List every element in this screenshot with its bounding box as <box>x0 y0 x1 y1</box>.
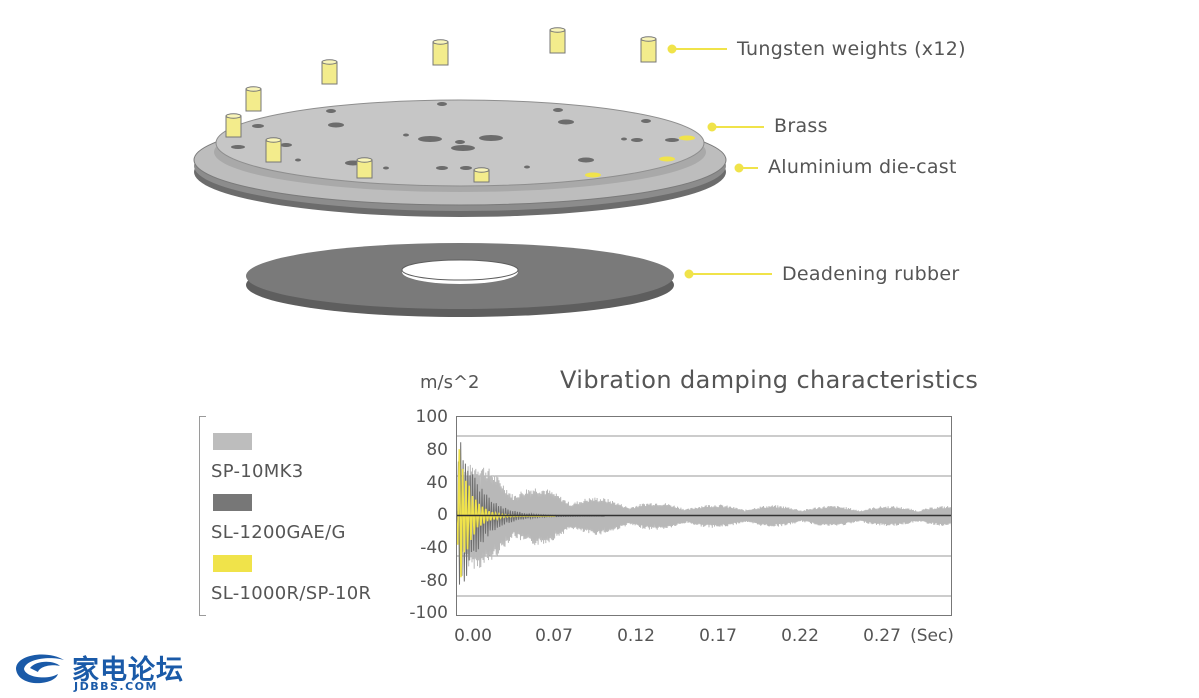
x-tick-label: 0.17 <box>699 626 737 646</box>
legend-label-sl1200gae: SL-1200GAE/G <box>211 522 346 543</box>
callout-tungsten-weights: Tungsten weights (x12) <box>737 38 966 60</box>
y-tick-label: 80 <box>426 440 448 460</box>
legend-bracket <box>199 416 206 616</box>
chart-title: Vibration damping characteristics <box>560 366 979 394</box>
plot-border <box>456 416 952 616</box>
x-tick-label: 0.00 <box>454 626 492 646</box>
weight-cylinder <box>549 27 566 54</box>
y-tick-label: -40 <box>420 538 448 558</box>
legend-swatch-sl1200gae <box>213 494 252 511</box>
y-tick-label: -80 <box>420 571 448 591</box>
deadening-rubber-mat <box>246 243 674 317</box>
brass-callout-dot <box>707 122 717 132</box>
weight-cylinder <box>640 36 657 63</box>
y-tick-label: 0 <box>437 505 448 525</box>
series-sp10mk3 <box>456 464 952 569</box>
x-axis-unit-label: (Sec) <box>910 626 954 646</box>
y-tick-label: 100 <box>415 407 448 427</box>
callout-rubber: Deadening rubber <box>782 263 960 285</box>
x-tick-label: 0.22 <box>781 626 819 646</box>
logo-text: 家电论坛 <box>72 655 184 686</box>
weights-callout-dot <box>667 44 677 54</box>
weight-cylinder <box>473 167 490 183</box>
tungsten-weights <box>225 27 657 183</box>
weight-cylinder <box>245 86 262 112</box>
rubber-callout-dot <box>684 269 694 279</box>
y-axis-unit-label: m/s^2 <box>420 372 480 393</box>
callout-aluminium: Aluminium die-cast <box>768 156 957 178</box>
callout-leaders <box>667 44 772 279</box>
callout-brass: Brass <box>774 115 828 137</box>
platter-illustration <box>193 27 772 317</box>
aluminium-callout-dot <box>734 163 744 173</box>
x-tick-label: 0.27 <box>863 626 901 646</box>
weight-cylinder <box>356 157 373 179</box>
y-tick-label: 40 <box>426 473 448 493</box>
brass-plate <box>214 99 706 192</box>
series-line <box>456 464 952 569</box>
logo-subtext: JDBBS.COM <box>74 680 158 693</box>
weight-cylinder <box>265 137 282 163</box>
legend-swatch-sp10mk3 <box>213 433 252 450</box>
weight-cylinder <box>225 113 242 138</box>
y-tick-label: -100 <box>409 603 448 623</box>
x-tick-label: 0.07 <box>535 626 573 646</box>
vibration-plot <box>456 416 952 616</box>
legend-label-sp10mk3: SP-10MK3 <box>211 461 304 482</box>
jdbbs-logo-icon <box>16 654 64 684</box>
plot-grid <box>456 435 952 597</box>
x-tick-label: 0.12 <box>617 626 655 646</box>
legend-swatch-sl1000r <box>213 555 252 572</box>
weight-cylinder <box>432 39 449 66</box>
legend-label-sl1000r: SL-1000R/SP-10R <box>211 583 372 604</box>
weight-cylinder <box>321 59 338 85</box>
